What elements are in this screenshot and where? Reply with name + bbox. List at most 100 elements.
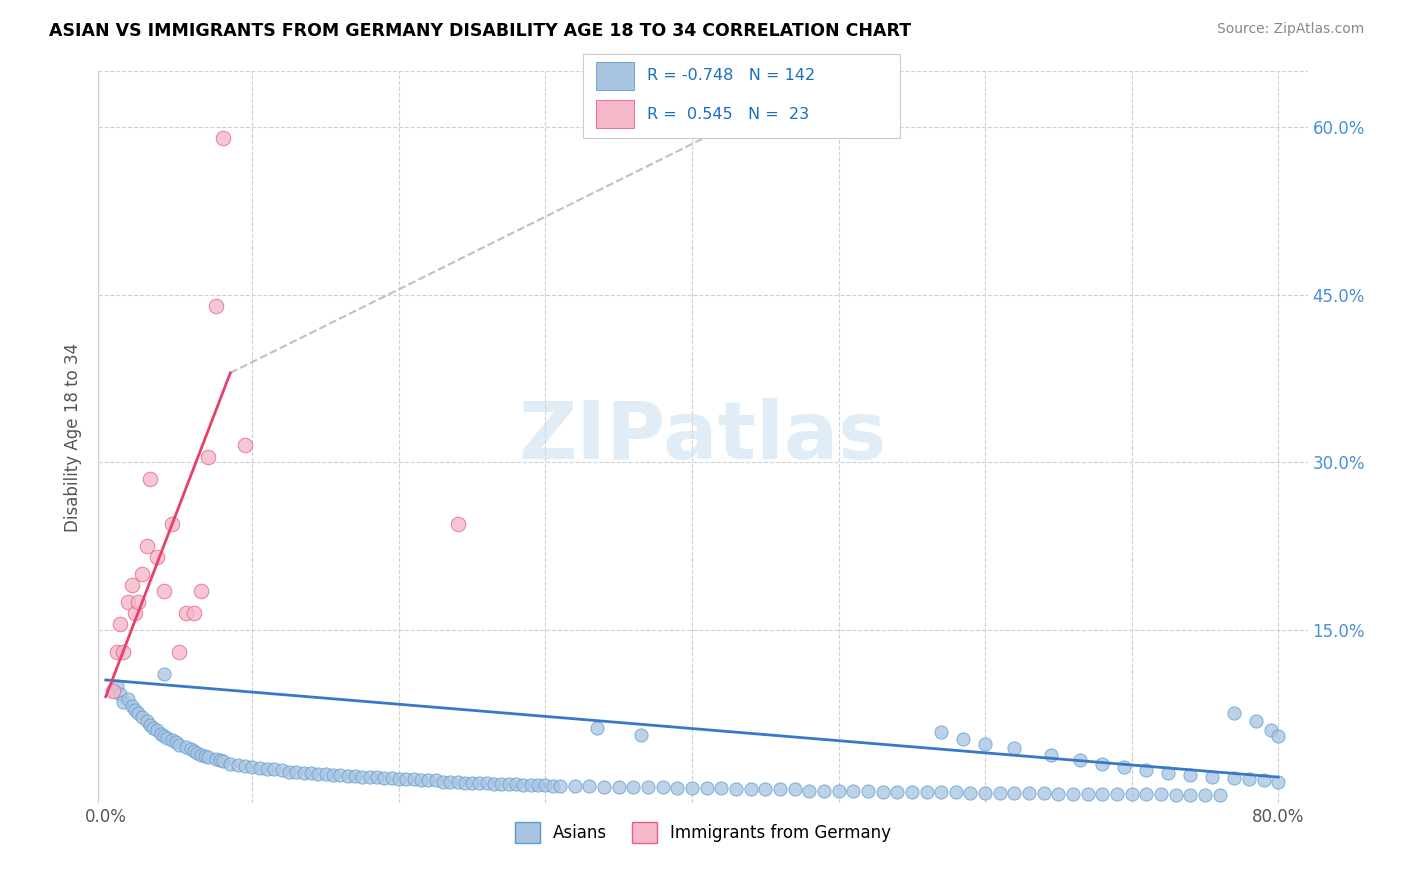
Point — [1004, 786, 1026, 800]
Point — [666, 781, 689, 796]
Point — [219, 756, 242, 771]
Point — [183, 744, 205, 758]
Point — [988, 786, 1011, 800]
Point — [418, 773, 440, 788]
Point — [373, 771, 395, 785]
Text: R = -0.748   N = 142: R = -0.748 N = 142 — [647, 69, 815, 84]
Point — [1047, 787, 1070, 801]
Point — [945, 784, 967, 798]
Point — [142, 721, 165, 735]
Point — [1223, 771, 1246, 785]
Point — [138, 472, 160, 486]
Point — [783, 782, 806, 797]
Point — [388, 772, 411, 787]
Point — [124, 606, 146, 620]
Legend: Asians, Immigrants from Germany: Asians, Immigrants from Germany — [508, 815, 898, 849]
Point — [799, 783, 821, 797]
Point — [153, 729, 176, 743]
Point — [402, 772, 425, 787]
Point — [1121, 787, 1143, 801]
Point — [498, 777, 520, 791]
Point — [135, 539, 157, 553]
Point — [135, 714, 157, 729]
Point — [1164, 788, 1187, 802]
Point — [1208, 788, 1230, 802]
Point — [541, 779, 564, 793]
Point — [1267, 774, 1289, 789]
Point — [299, 765, 322, 780]
Point — [131, 710, 153, 724]
Point — [380, 771, 402, 785]
Point — [842, 783, 865, 797]
Point — [974, 786, 997, 800]
Point — [1180, 788, 1202, 802]
Point — [710, 781, 733, 796]
Point — [107, 645, 129, 659]
Point — [366, 770, 388, 784]
Point — [534, 778, 557, 792]
Point — [454, 775, 477, 789]
Point — [621, 780, 644, 794]
Point — [446, 774, 468, 789]
Point — [1267, 729, 1289, 743]
Point — [256, 762, 278, 776]
Point — [1237, 772, 1260, 787]
Point — [578, 779, 600, 793]
Point — [548, 779, 571, 793]
Point — [512, 778, 534, 792]
Point — [1260, 723, 1282, 738]
Point — [226, 757, 249, 772]
Point — [117, 595, 139, 609]
Point — [1018, 786, 1040, 800]
Point — [121, 698, 143, 713]
Point — [482, 777, 505, 791]
Point — [112, 645, 135, 659]
Point — [856, 783, 879, 797]
Point — [156, 731, 179, 745]
Point — [395, 772, 418, 787]
Point — [1135, 764, 1157, 778]
Point — [1040, 747, 1063, 762]
Point — [439, 774, 461, 789]
Point — [307, 766, 329, 780]
Point — [127, 706, 149, 721]
Point — [167, 738, 190, 752]
Point — [491, 777, 513, 791]
Point — [681, 781, 703, 796]
FancyBboxPatch shape — [596, 62, 634, 90]
Point — [1157, 765, 1180, 780]
Point — [110, 688, 132, 702]
Point — [461, 775, 484, 789]
Point — [233, 759, 256, 773]
Point — [190, 747, 212, 762]
Point — [112, 695, 135, 709]
Point — [233, 438, 256, 452]
Point — [270, 764, 292, 778]
Point — [101, 684, 124, 698]
Point — [124, 703, 146, 717]
Point — [475, 775, 498, 789]
Point — [754, 782, 776, 797]
Point — [769, 782, 792, 797]
Point — [204, 299, 226, 313]
Point — [740, 782, 762, 797]
Point — [240, 760, 263, 774]
Point — [827, 783, 849, 797]
Point — [607, 780, 630, 794]
Point — [527, 778, 550, 792]
Point — [585, 721, 607, 735]
Point — [160, 516, 183, 531]
Point — [1135, 787, 1157, 801]
Point — [1201, 770, 1223, 784]
Point — [1180, 768, 1202, 782]
Point — [343, 769, 366, 783]
Point — [432, 774, 454, 789]
Point — [593, 780, 616, 794]
Text: ZIPatlas: ZIPatlas — [519, 398, 887, 476]
Point — [150, 726, 173, 740]
Point — [186, 746, 208, 760]
Point — [127, 595, 149, 609]
Point — [329, 768, 352, 782]
Point — [1077, 787, 1099, 801]
FancyBboxPatch shape — [596, 100, 634, 128]
